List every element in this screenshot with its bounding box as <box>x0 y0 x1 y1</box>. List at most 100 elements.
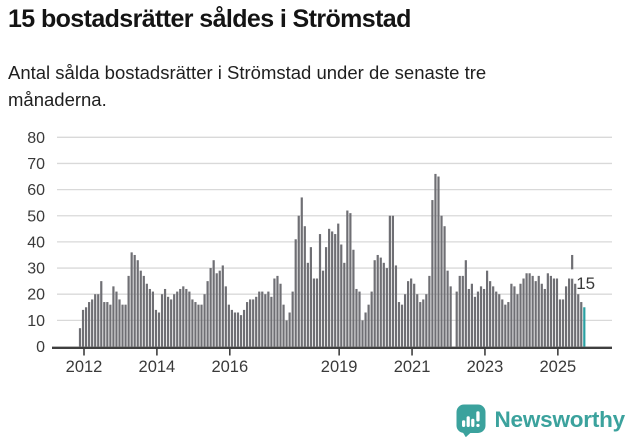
bar <box>270 296 273 347</box>
bar <box>467 288 470 347</box>
bar <box>212 260 215 347</box>
bar <box>249 299 252 347</box>
bar <box>139 270 142 347</box>
bar <box>236 312 240 347</box>
bar <box>537 275 540 347</box>
y-axis-tick-label: 80 <box>27 130 45 147</box>
bar <box>574 283 577 347</box>
bar <box>479 286 483 347</box>
bar <box>130 252 133 347</box>
bar <box>136 260 139 347</box>
bar <box>361 320 364 347</box>
bar <box>337 223 340 347</box>
bar <box>221 265 224 347</box>
bar <box>297 215 300 347</box>
y-axis-tick-label: 20 <box>27 287 45 304</box>
bar <box>182 286 185 347</box>
bar <box>564 286 568 347</box>
bar <box>103 302 106 347</box>
bar <box>476 291 480 347</box>
bar <box>194 302 197 347</box>
bar <box>391 215 395 347</box>
y-axis-tick-label: 60 <box>27 182 45 199</box>
bar <box>416 294 419 347</box>
bar <box>428 275 431 347</box>
bar <box>343 262 346 347</box>
bar <box>252 299 255 347</box>
chart-subtitle-line-1: Antal sålda bostadsrätter i Strömstad un… <box>8 62 487 83</box>
bar <box>157 312 161 347</box>
bar <box>118 299 121 347</box>
bar <box>273 278 276 347</box>
bar <box>160 294 164 347</box>
bar <box>81 309 85 347</box>
bar <box>352 249 355 347</box>
bar <box>294 239 297 347</box>
bar <box>261 291 264 347</box>
bar <box>519 283 522 347</box>
bar <box>534 281 537 347</box>
bar <box>403 294 407 347</box>
bar <box>513 286 516 347</box>
bar <box>355 288 358 347</box>
bar <box>382 262 385 347</box>
bar <box>449 286 452 347</box>
bar <box>507 302 510 347</box>
bar <box>300 197 303 347</box>
bar <box>370 291 373 347</box>
bar <box>522 278 525 347</box>
bar <box>437 176 440 347</box>
bar <box>200 304 203 347</box>
bar <box>97 294 100 347</box>
bar <box>558 299 562 347</box>
bar <box>264 294 267 347</box>
bar <box>282 304 285 347</box>
bar <box>498 294 501 347</box>
bar <box>78 328 82 347</box>
x-axis-tick-label: 2021 <box>394 358 431 376</box>
bar <box>455 291 458 347</box>
y-axis-tick-label: 30 <box>27 261 45 278</box>
bar <box>349 213 352 347</box>
bar <box>94 294 97 347</box>
bar <box>443 226 446 347</box>
bar <box>489 281 492 347</box>
bar <box>410 278 413 347</box>
bar <box>218 270 221 347</box>
bar <box>312 278 316 347</box>
highlighted-bar <box>583 307 586 347</box>
bar <box>525 273 528 347</box>
bar <box>568 278 571 347</box>
bar <box>552 278 556 347</box>
bar <box>306 262 309 347</box>
bar <box>203 294 206 347</box>
bar <box>245 302 249 347</box>
bar <box>555 278 559 347</box>
bar <box>106 302 109 347</box>
bar <box>148 288 151 347</box>
bar <box>580 302 583 347</box>
newsworthy-logo-icon <box>456 404 486 437</box>
bar <box>334 234 337 347</box>
bar <box>328 228 331 347</box>
y-axis-tick-label: 40 <box>27 234 45 251</box>
newsworthy-logo-text: Newsworthy <box>494 406 625 432</box>
newsworthy-logo: Newsworthy <box>455 402 625 437</box>
bar <box>100 281 103 347</box>
bar <box>303 226 306 347</box>
bar <box>419 302 422 347</box>
x-axis-tick-label: 2014 <box>139 358 176 376</box>
bar <box>142 275 145 347</box>
bar <box>461 275 464 347</box>
bar <box>331 231 334 347</box>
bar <box>224 286 227 347</box>
bar <box>288 312 291 347</box>
bar <box>388 215 391 347</box>
bar <box>531 275 534 347</box>
bar <box>516 294 519 347</box>
bar <box>127 275 130 347</box>
y-axis-tick-label: 70 <box>27 156 45 173</box>
bar <box>425 294 428 347</box>
bar <box>546 273 549 347</box>
